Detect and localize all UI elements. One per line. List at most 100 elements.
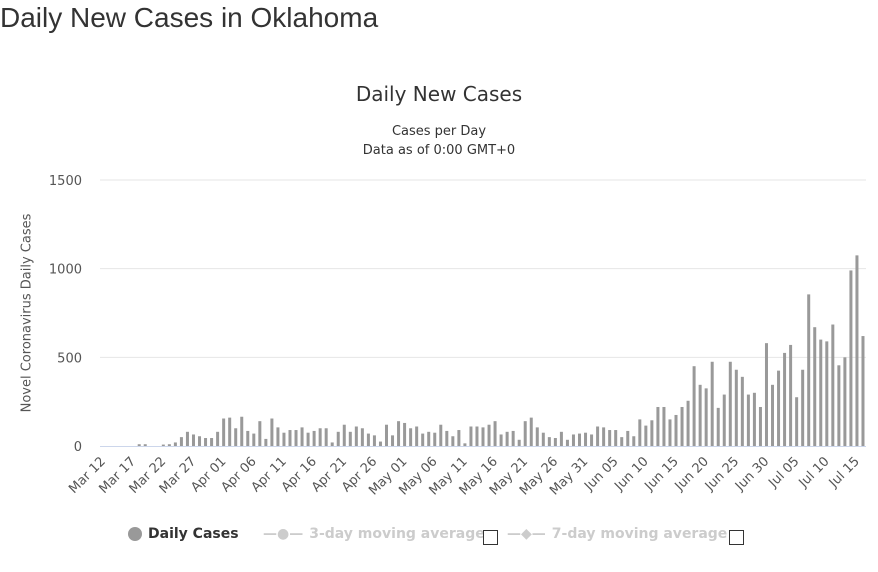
bar[interactable] [638, 419, 642, 446]
bar[interactable] [258, 421, 262, 446]
bar[interactable] [541, 432, 545, 446]
bar[interactable] [855, 255, 859, 446]
bar[interactable] [185, 431, 189, 446]
bar[interactable] [614, 430, 618, 446]
bar[interactable] [602, 427, 606, 446]
bar[interactable] [499, 434, 503, 446]
bar[interactable] [475, 426, 479, 446]
bar[interactable] [698, 384, 702, 446]
bar[interactable] [415, 426, 419, 446]
bar[interactable] [843, 357, 847, 446]
bar[interactable] [228, 417, 232, 446]
bar[interactable] [795, 397, 799, 446]
bar[interactable] [771, 384, 775, 446]
bar[interactable] [626, 430, 630, 446]
bar[interactable] [342, 424, 346, 446]
bar[interactable] [409, 428, 413, 446]
bar[interactable] [433, 432, 437, 446]
bar[interactable] [849, 270, 853, 446]
bar[interactable] [746, 394, 750, 446]
bar[interactable] [686, 400, 690, 446]
bar[interactable] [330, 442, 334, 446]
bar[interactable] [777, 370, 781, 446]
bar[interactable] [650, 420, 654, 446]
bar[interactable] [547, 437, 551, 446]
bar[interactable] [421, 433, 425, 446]
bar[interactable] [722, 394, 726, 446]
bar[interactable] [173, 442, 177, 446]
bar[interactable] [535, 427, 539, 446]
bar[interactable] [240, 416, 244, 446]
bar[interactable] [825, 341, 829, 446]
bar[interactable] [668, 419, 672, 446]
bar[interactable] [463, 443, 467, 446]
bar[interactable] [632, 436, 636, 446]
bar[interactable] [360, 428, 364, 446]
bar[interactable] [246, 430, 250, 446]
bar[interactable] [487, 424, 491, 446]
legend-daily-cases[interactable]: Daily Cases [128, 526, 239, 542]
bar[interactable] [439, 424, 443, 446]
legend-7day[interactable]: —◆— 7-day moving average [507, 526, 727, 542]
bar[interactable] [831, 324, 835, 446]
bar[interactable] [300, 427, 304, 446]
bar[interactable] [270, 418, 274, 446]
bar[interactable] [137, 444, 141, 446]
bar[interactable] [288, 430, 292, 446]
bar[interactable] [445, 430, 449, 446]
bar[interactable] [740, 376, 744, 446]
bar[interactable] [704, 388, 708, 446]
bar[interactable] [608, 430, 612, 446]
bar[interactable] [318, 428, 322, 446]
bar[interactable] [167, 444, 171, 446]
bar[interactable] [312, 430, 316, 446]
bar[interactable] [372, 435, 376, 446]
bar[interactable] [837, 365, 841, 446]
bar[interactable] [680, 406, 684, 446]
bar[interactable] [143, 444, 147, 446]
bar[interactable] [354, 426, 358, 446]
bar[interactable] [493, 421, 497, 446]
bar[interactable] [505, 431, 509, 446]
bar[interactable] [813, 327, 817, 446]
bar[interactable] [529, 417, 533, 446]
bar[interactable] [234, 428, 238, 446]
bar[interactable] [222, 418, 226, 446]
bar[interactable] [198, 436, 202, 446]
bar[interactable] [403, 422, 407, 446]
bar[interactable] [378, 441, 382, 446]
checkbox-3day[interactable] [483, 530, 498, 545]
bar[interactable] [734, 369, 738, 446]
bar[interactable] [216, 431, 220, 446]
bar[interactable] [644, 425, 648, 446]
bar[interactable] [336, 431, 340, 446]
legend-3day[interactable]: —●— 3-day moving average [263, 526, 485, 542]
bar[interactable] [427, 431, 431, 446]
bar[interactable] [710, 361, 714, 446]
bar[interactable] [620, 437, 624, 446]
bar[interactable] [204, 438, 208, 446]
bar[interactable] [656, 406, 660, 446]
bar[interactable] [752, 392, 756, 446]
bar[interactable] [571, 434, 575, 446]
bar[interactable] [210, 438, 214, 446]
bar[interactable] [276, 427, 280, 446]
bar[interactable] [451, 436, 455, 446]
bar[interactable] [179, 437, 183, 446]
bar[interactable] [469, 426, 473, 446]
bar[interactable] [789, 344, 793, 446]
bar[interactable] [758, 406, 762, 446]
bar[interactable] [523, 421, 527, 446]
bar[interactable] [801, 369, 805, 446]
bar[interactable] [161, 444, 165, 446]
bar[interactable] [861, 336, 865, 446]
bar[interactable] [662, 406, 666, 446]
bar[interactable] [819, 339, 823, 446]
bar[interactable] [553, 438, 557, 446]
bar[interactable] [191, 434, 195, 446]
bar[interactable] [559, 431, 563, 446]
bar[interactable] [294, 430, 298, 446]
bar[interactable] [457, 430, 461, 446]
bar[interactable] [306, 432, 310, 446]
bar[interactable] [511, 430, 515, 446]
